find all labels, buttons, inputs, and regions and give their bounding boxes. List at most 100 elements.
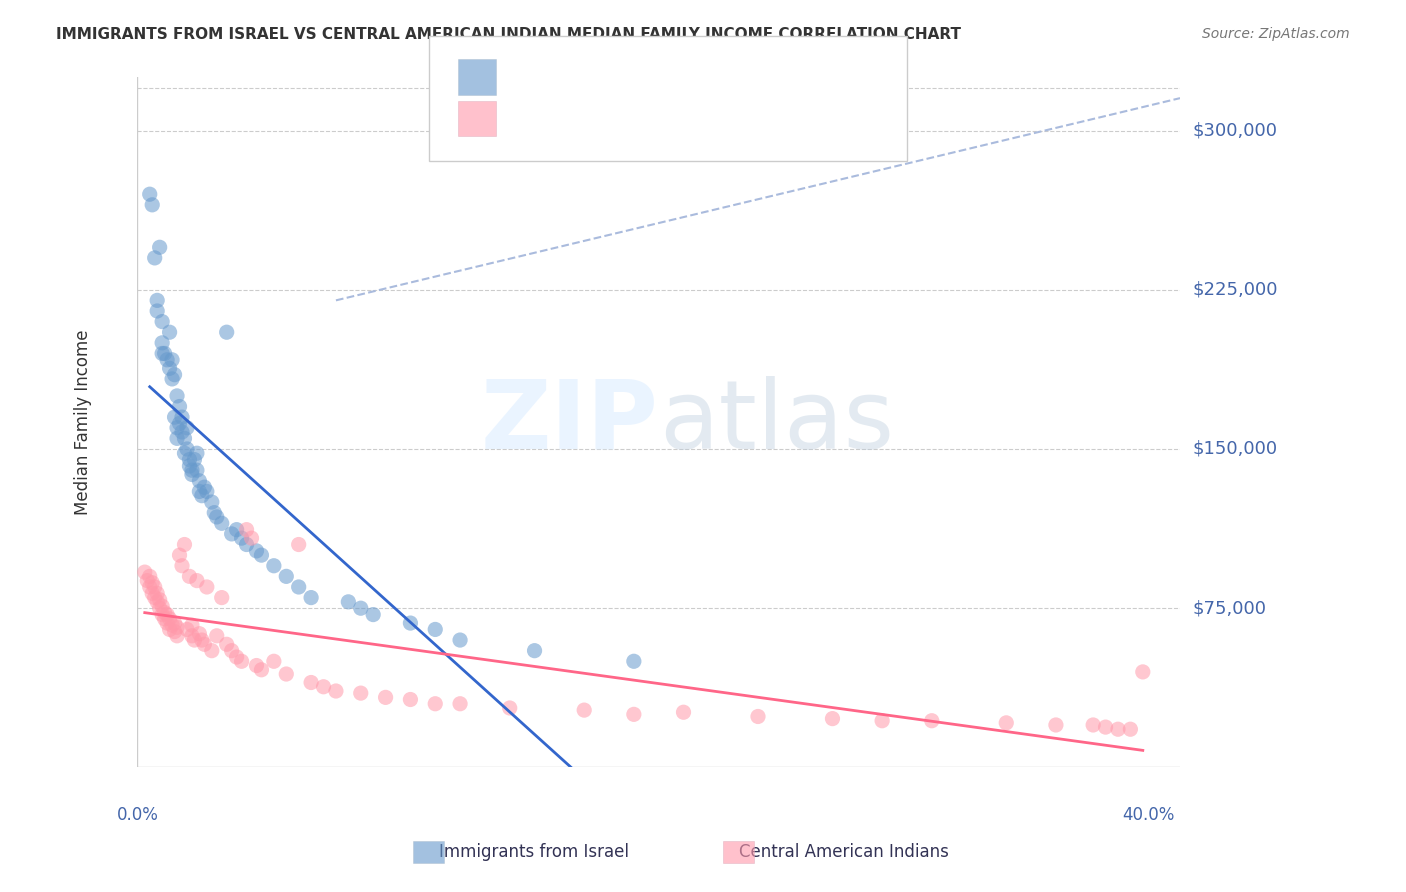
- Point: [250, 548, 273, 562]
- Point: [169, 548, 191, 562]
- Point: [181, 629, 204, 643]
- Point: [188, 474, 211, 488]
- Point: [169, 417, 191, 431]
- Point: [173, 446, 195, 460]
- Point: [263, 558, 285, 573]
- Point: [138, 580, 160, 594]
- Point: [1045, 718, 1067, 732]
- Point: [134, 565, 156, 579]
- Point: [287, 537, 309, 551]
- Point: [170, 558, 193, 573]
- Point: [166, 421, 188, 435]
- Point: [179, 458, 201, 473]
- Point: [870, 714, 893, 728]
- Point: [150, 346, 173, 360]
- Point: [245, 544, 267, 558]
- Point: [211, 516, 233, 531]
- Point: [149, 601, 172, 615]
- Point: [150, 599, 173, 613]
- Point: [179, 569, 201, 583]
- Point: [149, 592, 172, 607]
- Point: [170, 425, 193, 439]
- Point: [201, 495, 224, 509]
- Point: [399, 616, 422, 631]
- Point: [235, 523, 257, 537]
- Point: [160, 372, 183, 386]
- Point: [245, 658, 267, 673]
- Point: [449, 633, 471, 648]
- Point: [186, 574, 208, 588]
- Text: atlas: atlas: [658, 376, 894, 469]
- Point: [183, 452, 205, 467]
- Text: Central American Indians: Central American Indians: [738, 843, 949, 861]
- Point: [188, 484, 211, 499]
- Point: [672, 705, 695, 719]
- Point: [176, 421, 198, 435]
- Point: [193, 480, 215, 494]
- Point: [215, 325, 238, 339]
- Point: [153, 606, 176, 620]
- Point: [176, 623, 198, 637]
- Point: [186, 463, 208, 477]
- Point: [191, 633, 214, 648]
- Text: $75,000: $75,000: [1192, 599, 1267, 617]
- Text: Source: ZipAtlas.com: Source: ZipAtlas.com: [1202, 27, 1350, 41]
- Point: [225, 523, 247, 537]
- Point: [499, 701, 522, 715]
- Point: [202, 506, 225, 520]
- Text: Median Family Income: Median Family Income: [73, 330, 91, 516]
- Point: [176, 442, 198, 456]
- Point: [374, 690, 396, 705]
- Point: [149, 240, 172, 254]
- Point: [163, 624, 186, 639]
- Point: [159, 612, 181, 626]
- Point: [150, 315, 173, 329]
- Text: ZIP: ZIP: [481, 376, 658, 469]
- Point: [143, 580, 166, 594]
- Point: [156, 352, 179, 367]
- Point: [201, 643, 224, 657]
- Point: [623, 707, 645, 722]
- Point: [399, 692, 422, 706]
- Point: [299, 675, 322, 690]
- Point: [138, 569, 160, 583]
- Point: [1119, 723, 1142, 737]
- Point: [159, 325, 181, 339]
- Text: 40.0%: 40.0%: [1122, 805, 1175, 823]
- Point: [163, 410, 186, 425]
- Point: [240, 531, 263, 545]
- Point: [350, 686, 373, 700]
- Point: [143, 251, 166, 265]
- Text: IMMIGRANTS FROM ISRAEL VS CENTRAL AMERICAN INDIAN MEDIAN FAMILY INCOME CORRELATI: IMMIGRANTS FROM ISRAEL VS CENTRAL AMERIC…: [56, 27, 962, 42]
- Point: [221, 643, 243, 657]
- Point: [173, 431, 195, 445]
- Point: [170, 410, 193, 425]
- Point: [153, 346, 176, 360]
- Point: [166, 629, 188, 643]
- Point: [995, 715, 1018, 730]
- Point: [169, 400, 191, 414]
- Point: [136, 574, 159, 588]
- Point: [150, 335, 173, 350]
- Point: [221, 527, 243, 541]
- Text: R = -0.629   N = 75: R = -0.629 N = 75: [502, 110, 665, 128]
- Point: [747, 709, 769, 723]
- Point: [449, 697, 471, 711]
- Text: $225,000: $225,000: [1192, 281, 1278, 299]
- Point: [146, 595, 169, 609]
- Point: [361, 607, 384, 622]
- Point: [195, 484, 218, 499]
- Point: [623, 654, 645, 668]
- Point: [153, 612, 176, 626]
- Point: [163, 368, 186, 382]
- Point: [1132, 665, 1154, 679]
- Point: [146, 586, 169, 600]
- Point: [263, 654, 285, 668]
- Point: [183, 633, 205, 648]
- Point: [195, 580, 218, 594]
- Point: [325, 684, 347, 698]
- Text: Immigrants from Israel: Immigrants from Israel: [439, 843, 630, 861]
- Point: [160, 618, 183, 632]
- Point: [1081, 718, 1104, 732]
- Point: [337, 595, 360, 609]
